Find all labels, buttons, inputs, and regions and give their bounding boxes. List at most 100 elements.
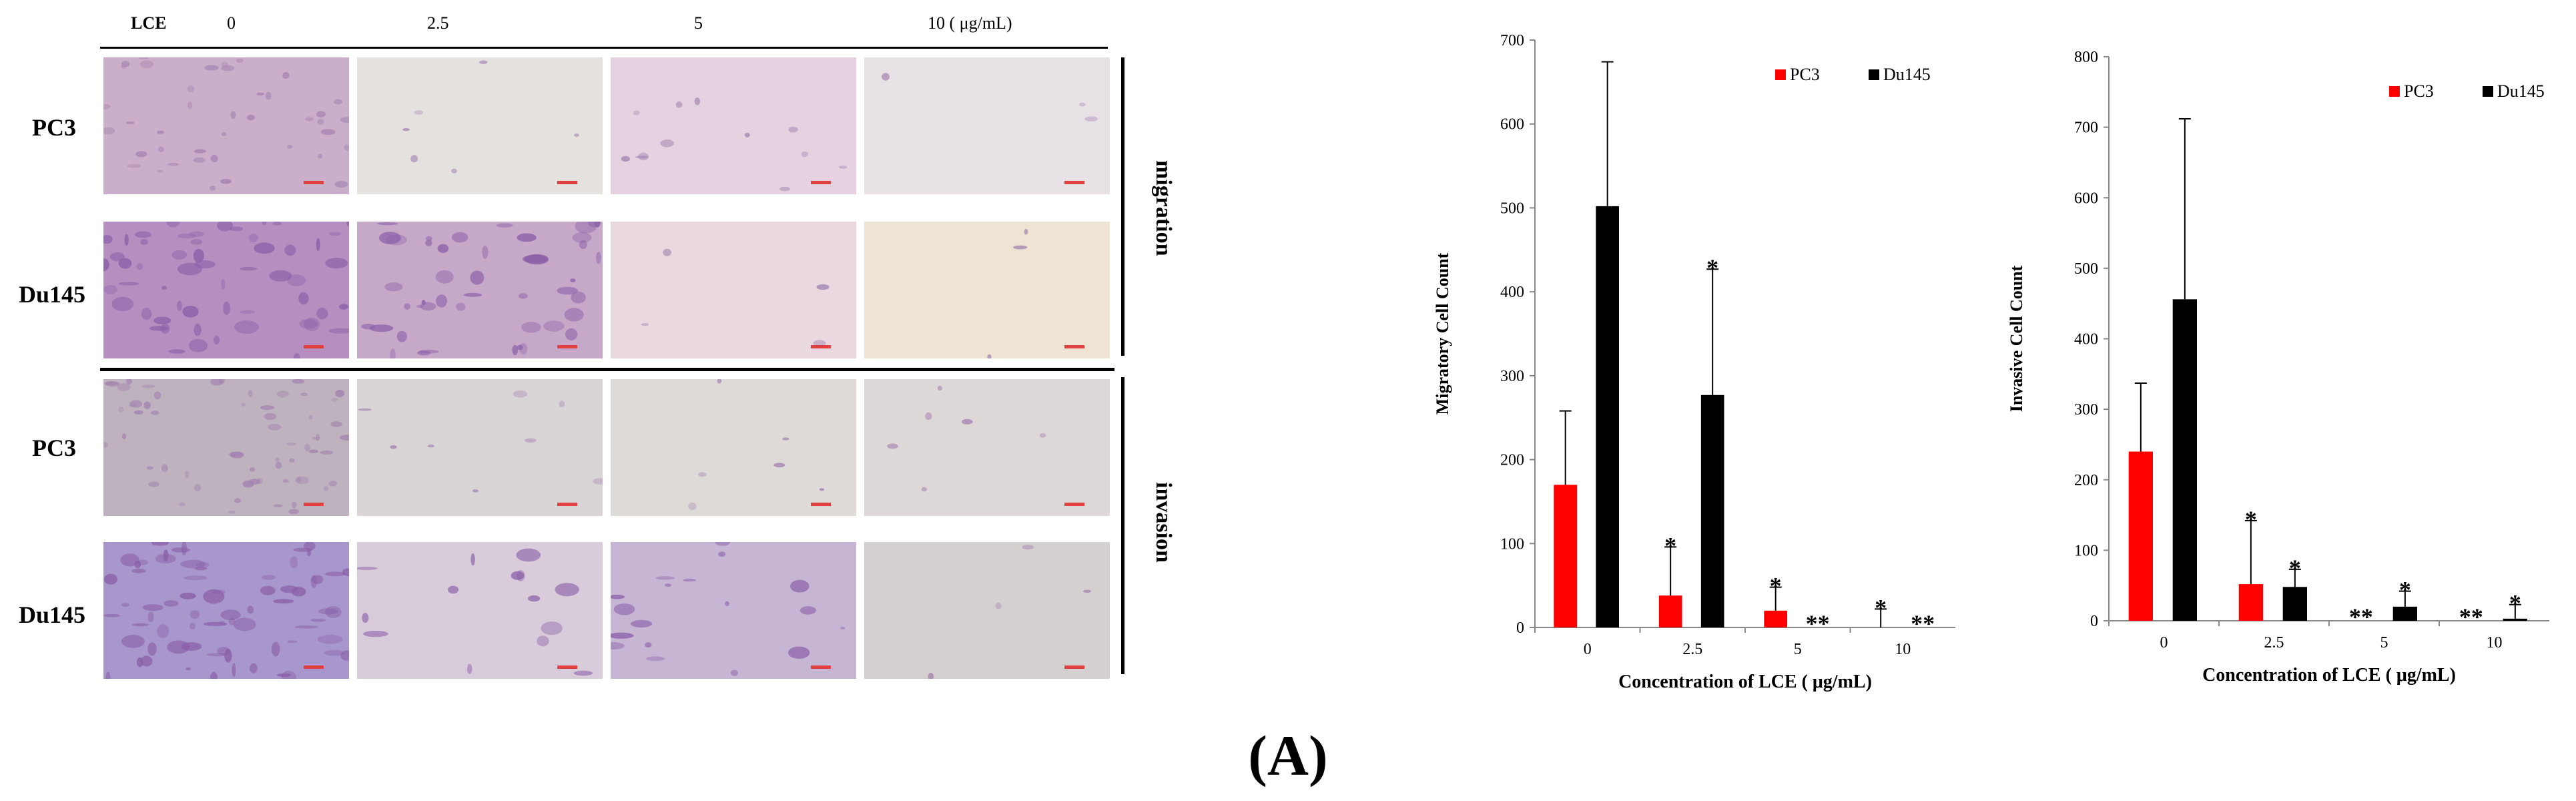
cell-mark [250,663,258,674]
cell-mark [272,221,282,226]
cell-mark [127,164,141,168]
cell-mark [98,258,109,272]
cell-mark [221,61,228,67]
cell-mark [124,234,129,246]
cell-mark [463,292,482,297]
cell-mark [139,60,154,69]
cell-mark [346,220,351,226]
cell-mark [153,391,162,400]
cell-mark [143,401,151,409]
x-tick-label: 0 [2160,634,2168,651]
cell-mark [185,471,190,479]
cell-mark [517,233,537,242]
cell-mark [240,310,255,314]
cell-mark [228,510,236,514]
cell-mark [155,554,176,563]
scale-bar [304,503,324,506]
row-label-pc3-migration: PC3 [32,114,76,141]
cell-mark [264,413,277,421]
cell-mark [555,583,579,597]
cell-mark [193,157,206,163]
cell-mark [280,585,298,593]
micrograph-tile [103,540,355,685]
significance-mark: * [1875,594,1887,621]
cell-mark [575,219,597,234]
cell-mark [523,254,548,264]
cell-mark [295,476,310,485]
panel-label: (A) [1248,724,1328,788]
cell-mark [240,266,258,271]
cell-mark [149,326,168,331]
row-label-du145-migration: Du145 [19,281,86,308]
cell-texture [358,390,607,506]
cell-mark [451,232,468,243]
cell-mark [276,673,292,678]
bar-du145 [1596,206,1619,627]
scale-bar [557,345,577,348]
cell-mark [234,320,259,334]
cell-mark [410,155,418,163]
cell-mark [196,562,210,568]
cell-mark [937,386,942,390]
cell-mark [126,378,132,385]
cell-mark [730,670,738,676]
cell-mark [838,166,848,169]
significance-mark: * [2289,555,2301,581]
cell-mark [240,403,246,407]
cell-mark [600,641,625,650]
cell-mark [396,330,408,342]
cell-mark [613,603,635,615]
cell-mark [300,392,308,396]
cell-mark [995,602,1002,609]
cell-mark [325,258,348,269]
cell-mark [437,244,449,253]
cell-mark [147,642,157,656]
cell-mark [572,232,592,244]
cell-mark [217,220,234,232]
cell-mark [329,232,341,236]
cell-texture [356,548,593,676]
cell-mark [525,438,537,443]
cell-mark [1084,116,1098,121]
cell-mark [219,376,225,384]
cell-mark [172,250,188,260]
cell-mark [318,154,323,159]
cell-mark [316,308,328,320]
y-tick-label: 400 [1500,284,1524,301]
cell-mark [287,274,306,286]
cell-texture [688,378,831,511]
cell-mark [249,479,261,485]
cell-mark [166,216,180,228]
cell-mark [164,600,179,607]
cell-mark [105,381,120,387]
cell-mark [819,488,825,491]
cell-mark [645,642,652,648]
cell-mark [318,608,339,615]
scale-bar [811,665,831,669]
cell-mark [151,540,169,546]
cell-mark [330,398,338,402]
cell-mark [402,128,410,131]
cell-mark [224,648,232,663]
x-axis-label: Concentration of LCE ( μg/mL) [1618,672,1872,692]
cell-mark [308,415,313,420]
cell-mark [512,344,519,356]
cell-mark [385,234,407,246]
cell-mark [275,462,282,469]
cell-mark [103,573,118,585]
y-tick-label: 300 [1500,368,1524,385]
cell-mark [779,186,790,192]
cell-mark [110,252,125,262]
cell-texture [402,60,579,184]
cell-texture [99,55,354,191]
cell-mark [521,322,541,333]
cell-mark [210,186,216,191]
cell-mark [221,65,235,71]
cell-mark [268,423,282,431]
bar-du145 [2172,299,2197,621]
cell-mark [660,139,674,148]
scale-bar [811,345,831,348]
cell-texture [103,540,355,685]
cell-mark [276,390,289,398]
